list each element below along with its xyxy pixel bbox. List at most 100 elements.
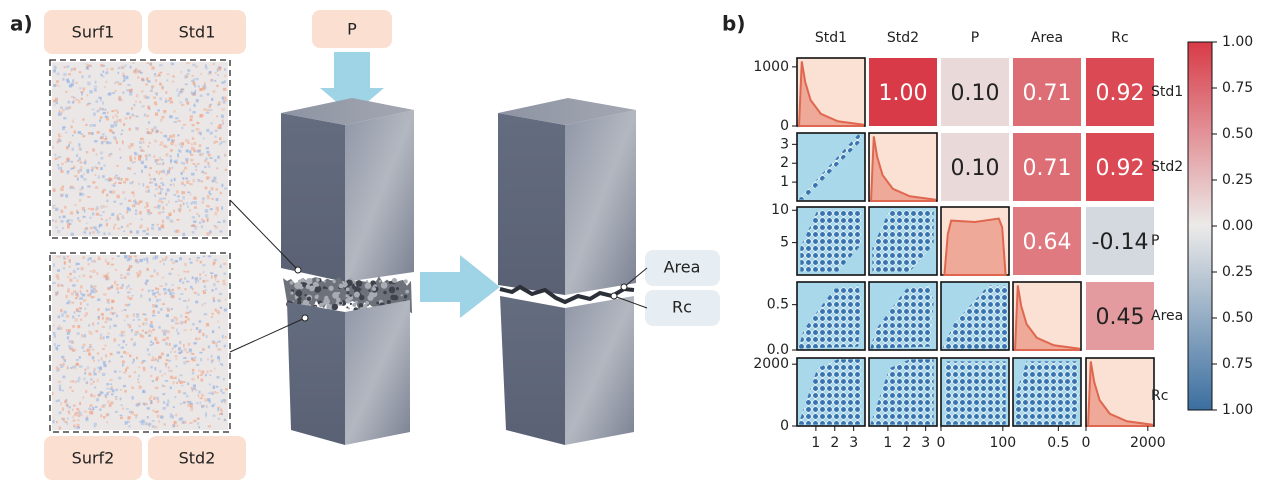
noise-pixel bbox=[224, 345, 226, 348]
noise-pixel bbox=[114, 183, 116, 185]
colorbar bbox=[1188, 42, 1212, 410]
noise-pixel bbox=[127, 224, 129, 227]
noise-pixel bbox=[158, 200, 161, 202]
noise-pixel bbox=[215, 288, 217, 290]
noise-pixel bbox=[215, 141, 218, 143]
noise-pixel bbox=[145, 84, 148, 86]
noise-pixel bbox=[89, 411, 92, 414]
noise-pixel bbox=[171, 63, 174, 65]
noise-pixel bbox=[208, 392, 210, 394]
noise-pixel bbox=[90, 227, 93, 229]
noise-pixel bbox=[150, 375, 152, 377]
noise-pixel bbox=[185, 84, 188, 86]
noise-pixel bbox=[154, 269, 156, 272]
noise-pixel bbox=[180, 172, 182, 175]
x-tick-label: 0.5 bbox=[1047, 435, 1069, 451]
noise-pixel bbox=[154, 207, 157, 209]
noise-pixel bbox=[134, 334, 137, 336]
noise-pixel bbox=[164, 423, 166, 425]
noise-pixel bbox=[86, 227, 89, 230]
noise-pixel bbox=[208, 345, 210, 348]
noise-pixel bbox=[195, 169, 197, 171]
noise-pixel bbox=[90, 217, 92, 219]
noise-pixel bbox=[172, 141, 174, 143]
noise-pixel bbox=[192, 369, 195, 372]
noise-pixel bbox=[177, 195, 180, 197]
fracture-grain bbox=[300, 278, 304, 282]
noise-pixel bbox=[72, 101, 74, 103]
noise-pixel bbox=[167, 138, 170, 141]
noise-pixel bbox=[217, 69, 219, 72]
noise-pixel bbox=[92, 148, 95, 151]
noise-pixel bbox=[76, 210, 78, 213]
noise-pixel bbox=[117, 195, 120, 198]
corr-label: 1.00 bbox=[879, 81, 928, 106]
noise-pixel bbox=[87, 64, 90, 67]
noise-pixel bbox=[116, 287, 119, 290]
noise-pixel bbox=[146, 204, 148, 207]
noise-pixel bbox=[138, 319, 141, 321]
noise-pixel bbox=[83, 216, 86, 218]
noise-pixel bbox=[196, 128, 198, 130]
noise-pixel bbox=[178, 93, 180, 96]
noise-pixel bbox=[215, 308, 217, 311]
noise-pixel bbox=[137, 70, 140, 73]
noise-pixel bbox=[71, 168, 73, 170]
noise-pixel bbox=[106, 421, 108, 423]
noise-pixel bbox=[58, 112, 61, 115]
noise-pixel bbox=[84, 308, 86, 310]
noise-pixel bbox=[169, 135, 172, 138]
noise-pixel bbox=[139, 385, 142, 388]
noise-pixel bbox=[78, 143, 80, 146]
noise-pixel bbox=[206, 335, 208, 338]
noise-pixel bbox=[220, 192, 222, 195]
noise-pixel bbox=[76, 359, 79, 361]
noise-pixel bbox=[183, 300, 186, 302]
fracture-grain bbox=[324, 296, 328, 300]
noise-pixel bbox=[141, 170, 143, 173]
noise-pixel bbox=[187, 318, 190, 320]
noise-pixel bbox=[155, 387, 158, 389]
noise-pixel bbox=[60, 327, 63, 329]
noise-pixel bbox=[182, 196, 184, 199]
surface-label: Std2 bbox=[179, 449, 216, 468]
corr-label: -0.14 bbox=[1092, 230, 1149, 255]
noise-pixel bbox=[121, 404, 123, 406]
noise-pixel bbox=[174, 161, 177, 163]
noise-pixel bbox=[130, 230, 132, 232]
noise-pixel bbox=[98, 258, 101, 260]
noise-pixel bbox=[162, 220, 164, 223]
noise-pixel bbox=[155, 188, 157, 190]
scatter-cloud bbox=[944, 361, 1005, 424]
noise-pixel bbox=[120, 389, 122, 391]
noise-pixel bbox=[191, 143, 193, 146]
noise-pixel bbox=[108, 308, 111, 310]
noise-pixel bbox=[54, 104, 56, 106]
noise-pixel bbox=[155, 367, 157, 370]
noise-pixel bbox=[217, 299, 220, 302]
noise-pixel bbox=[82, 396, 84, 398]
noise-pixel bbox=[85, 159, 87, 161]
noise-pixel bbox=[139, 270, 142, 273]
noise-pixel bbox=[126, 89, 129, 91]
noise-pixel bbox=[172, 262, 175, 264]
noise-pixel bbox=[163, 135, 165, 137]
noise-pixel bbox=[139, 227, 141, 229]
noise-pixel bbox=[71, 69, 73, 71]
noise-pixel bbox=[126, 210, 128, 213]
noise-pixel bbox=[209, 384, 211, 386]
noise-pixel bbox=[188, 343, 190, 346]
noise-pixel bbox=[67, 276, 70, 278]
noise-pixel bbox=[179, 298, 181, 300]
noise-pixel bbox=[94, 373, 97, 376]
fracture-grain bbox=[404, 279, 408, 283]
noise-pixel bbox=[105, 394, 108, 397]
noise-pixel bbox=[135, 201, 137, 204]
process-arrow bbox=[420, 255, 500, 318]
noise-pixel bbox=[223, 280, 226, 282]
noise-pixel bbox=[123, 372, 126, 374]
noise-pixel bbox=[224, 80, 226, 83]
noise-pixel bbox=[127, 207, 130, 210]
noise-pixel bbox=[215, 188, 218, 191]
noise-pixel bbox=[117, 351, 120, 353]
